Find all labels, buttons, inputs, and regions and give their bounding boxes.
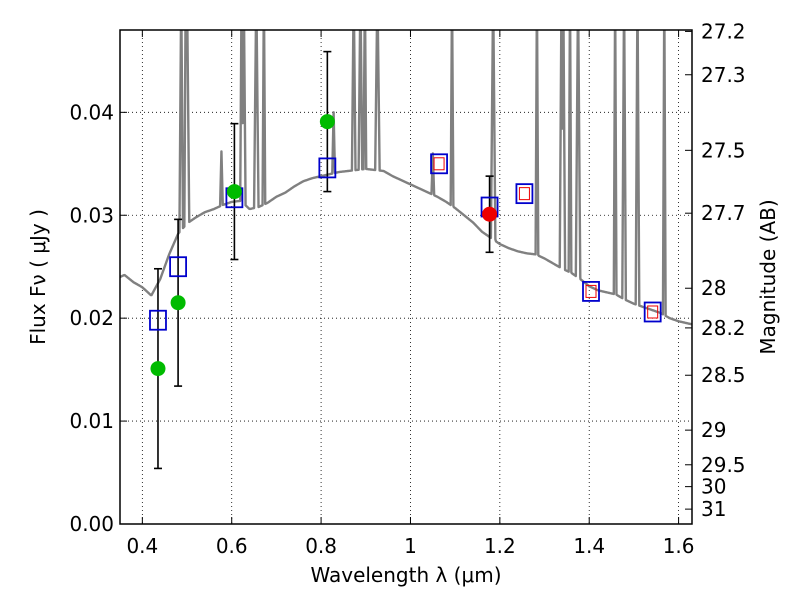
y-tick-label: 0.03 [69,203,114,227]
mag-tick-label: 27.5 [701,138,746,162]
observed-point [150,361,166,377]
y-tick-label: 0.04 [69,100,114,124]
upper-limit-square [433,157,445,171]
mag-tick-label: 28 [701,276,726,300]
x-tick-label: 0.4 [126,534,158,558]
right-axis-title: Magnitude (AB) [756,199,780,354]
mag-tick-label: 30 [701,475,726,499]
upper-limit-square [518,187,530,201]
y-tick-label: 0.01 [69,409,114,433]
observed-point [482,206,498,222]
model-photometry-square [515,183,534,205]
mag-tick-label: 29 [701,418,726,442]
y-tick-label: 0.00 [69,512,114,536]
observed-point [226,184,242,200]
x-tick-label: 1.6 [663,534,695,558]
x-tick-label: 1 [404,534,417,558]
model-photometry-square [430,153,448,175]
y-tick-label: 0.02 [69,306,114,330]
mag-tick-label: 28.5 [701,363,746,387]
model-sed-line [120,30,692,326]
model-photometry-square [582,281,600,302]
data-points [149,114,662,377]
plot-frame [119,29,693,525]
y-axis-title: Flux Fν ( μJy ) [26,209,50,345]
mag-tick-label: 27.2 [701,19,746,43]
observed-point [319,114,335,130]
x-axis-title: Wavelength λ (μm) [310,563,501,587]
observed-point [170,295,186,311]
x-tick-label: 1.4 [573,534,605,558]
x-tick-label: 0.6 [216,534,248,558]
x-tick-label: 0.8 [305,534,337,558]
mag-tick-label: 31 [701,497,726,521]
x-tick-label: 1.2 [484,534,516,558]
grid-lines [120,30,692,524]
mag-tick-label: 29.5 [701,453,746,477]
model-photometry-square [169,256,187,278]
upper-limit-square [647,305,659,319]
model-photometry-square [643,301,662,323]
mag-tick-label: 27.3 [701,63,746,87]
axis-ticks: 0.4 0.6 0.8 1 1.2 1.4 1.6 0.00 0.01 0.02 0.03 0.04 2… [69,19,745,558]
mag-tick-label: 28.2 [701,316,746,340]
error-bars [153,50,494,470]
mag-tick-label: 27.7 [701,201,746,225]
upper-limit-square [585,284,597,298]
sed-layer [120,30,692,326]
model-photometry-square [318,157,337,179]
model-photometry-square [149,309,167,331]
